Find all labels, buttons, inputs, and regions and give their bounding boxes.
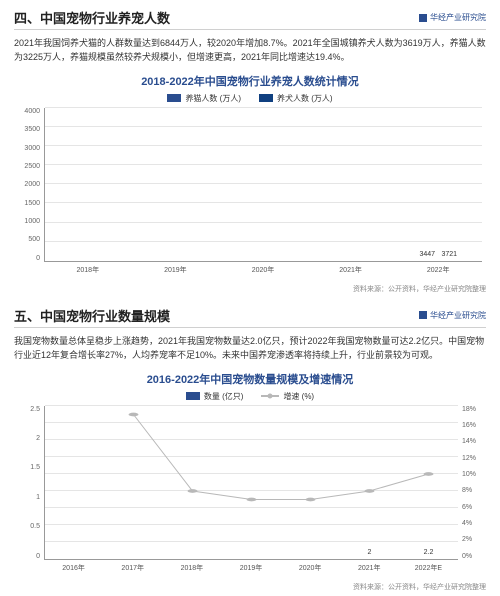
y-axis-left: 00.511.522.5: [14, 406, 44, 560]
plot-area: 22.2: [44, 406, 458, 560]
y-axis: 05001000150020002500300035004000: [14, 108, 44, 262]
section-pet-count: 五、中国宠物行业数量规模 华经产业研究院 我国宠物数量总体呈稳步上涨趋势，202…: [0, 298, 500, 582]
legend-label: 养猫人数 (万人): [185, 93, 241, 104]
legend-swatch: [167, 94, 181, 102]
source-text: 资料来源：公开资料，华经产业研究院整理: [0, 582, 500, 592]
chart-pet-owners: 05001000150020002500300035004000 3447372…: [14, 108, 486, 278]
chart-pet-count: 00.511.522.5 0%2%4%6%8%10%12%14%16%18% 2…: [14, 406, 486, 576]
brand-label: 华经产业研究院: [419, 310, 486, 321]
chart-title: 2018-2022年中国宠物行业养宠人数统计情况: [14, 73, 486, 89]
brand-label: 华经产业研究院: [419, 12, 486, 23]
legend-label: 养犬人数 (万人): [277, 93, 333, 104]
brand-icon: [419, 14, 427, 22]
legend-item-growth: 增速 (%): [261, 391, 314, 402]
legend-item-dog: 养犬人数 (万人): [259, 93, 333, 104]
legend-swatch: [259, 94, 273, 102]
section-header: 四、中国宠物行业养宠人数 华经产业研究院: [14, 8, 486, 30]
legend-label: 增速 (%): [283, 391, 314, 402]
section-title: 四、中国宠物行业养宠人数: [14, 8, 170, 27]
brand-text: 华经产业研究院: [430, 310, 486, 321]
section-pet-owners: 四、中国宠物行业养宠人数 华经产业研究院 2021年我国饲养犬猫的人群数量达到6…: [0, 0, 500, 284]
section-header: 五、中国宠物行业数量规模 华经产业研究院: [14, 306, 486, 328]
y-axis-right: 0%2%4%6%8%10%12%14%16%18%: [458, 406, 486, 560]
source-text: 资料来源：公开资料，华经产业研究院整理: [0, 284, 500, 294]
chart-legend: 数量 (亿只) 增速 (%): [14, 391, 486, 402]
chart-legend: 养猫人数 (万人) 养犬人数 (万人): [14, 93, 486, 104]
legend-item-cat: 养猫人数 (万人): [167, 93, 241, 104]
legend-item-count: 数量 (亿只): [186, 391, 244, 402]
legend-line-swatch: [261, 395, 279, 397]
section-title: 五、中国宠物行业数量规模: [14, 306, 170, 325]
legend-label: 数量 (亿只): [204, 391, 244, 402]
x-axis-labels: 2018年2019年2020年2021年2022年: [44, 262, 482, 278]
brand-icon: [419, 311, 427, 319]
section-body: 我国宠物数量总体呈稳步上涨趋势，2021年我国宠物数量达2.0亿只，预计2022…: [14, 334, 486, 363]
x-axis-labels: 2016年2017年2018年2019年2020年2021年2022年E: [44, 560, 458, 576]
plot-area: 34473721: [44, 108, 482, 262]
chart-title: 2016-2022年中国宠物数量规模及增速情况: [14, 371, 486, 387]
section-body: 2021年我国饲养犬猫的人群数量达到6844万人，较2020年增加8.7%。20…: [14, 36, 486, 65]
brand-text: 华经产业研究院: [430, 12, 486, 23]
legend-swatch: [186, 392, 200, 400]
